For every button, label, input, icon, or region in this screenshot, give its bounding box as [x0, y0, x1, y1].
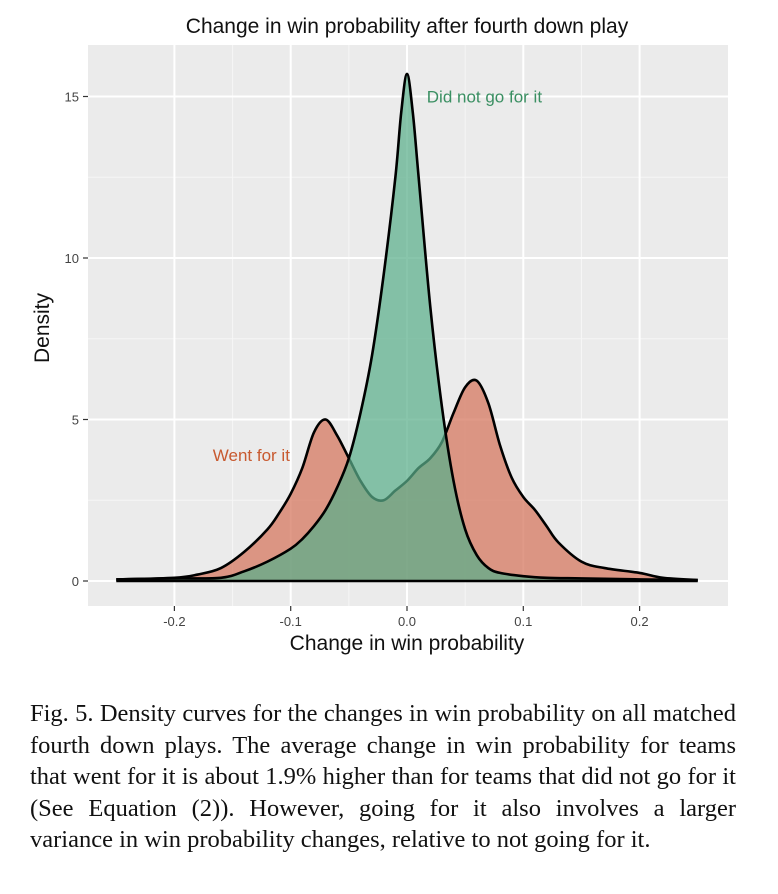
y-tick-label: 5 — [72, 413, 79, 428]
x-tick-label: 0.2 — [631, 614, 649, 629]
y-tick-label: 15 — [65, 90, 79, 105]
x-tick-label: -0.1 — [279, 614, 301, 629]
x-tick-label: 0.0 — [398, 614, 416, 629]
figure-caption: Fig. 5. Density curves for the changes i… — [30, 700, 736, 853]
x-axis-label: Change in win probability — [290, 632, 525, 655]
annotation-went-for-it: Went for it — [213, 446, 290, 465]
y-tick-label: 10 — [65, 251, 79, 266]
y-axis: 0 5 10 15 — [65, 90, 88, 589]
density-area-did-not-go-for-it — [116, 73, 698, 581]
density-line-did-not-go-for-it — [116, 72, 698, 582]
density-chart: Change in win probability after fourth d… — [31, 15, 728, 655]
x-tick-label: -0.2 — [163, 614, 185, 629]
annotations: Did not go for it Went for it — [213, 88, 543, 466]
density-areas — [116, 72, 698, 583]
x-axis: -0.2 -0.1 0.0 0.1 0.2 — [163, 606, 649, 629]
y-tick-label: 0 — [72, 574, 79, 589]
annotation-did-not-go-for-it: Did not go for it — [427, 88, 543, 107]
x-tick-label: 0.1 — [514, 614, 532, 629]
y-axis-label: Density — [31, 292, 54, 363]
chart-title: Change in win probability after fourth d… — [186, 15, 629, 38]
